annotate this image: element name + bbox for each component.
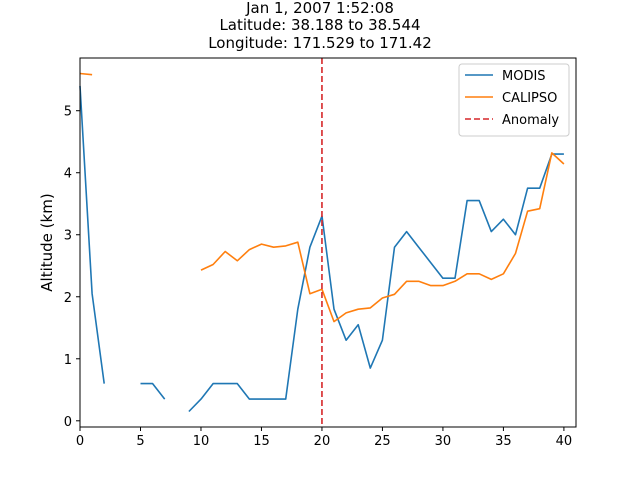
y-tick-label: 3 [64,229,72,244]
series-line-modis-segment-0 [79,85,105,384]
y-axis-label: Altitude (km) [38,193,56,291]
y-tick-label: 4 [64,167,72,182]
x-tick-label: 30 [435,434,452,449]
x-tick-label: 40 [556,434,573,449]
legend-box [458,63,570,137]
y-tick-label: 1 [64,353,72,368]
plot-area [79,58,565,427]
x-axis: 0 5 10 15 20 25 30 35 40 [76,427,572,449]
series-line-modis-segment-1 [140,382,166,400]
chart-title-line-3: Longitude: 171.529 to 171.42 [208,34,432,52]
axes-frame [79,57,577,428]
legend: MODIS CALIPSO Anomaly [458,63,570,137]
chart-title-line-2: Latitude: 38.188 to 38.544 [219,16,421,34]
legend-entry-modis-label: MODIS [502,69,546,84]
x-tick-label: 5 [136,434,144,449]
y-tick-label: 0 [64,415,72,430]
x-tick-label: 0 [76,434,84,449]
chart-title-line-1: Jan 1, 2007 1:52:08 [246,0,394,17]
y-tick-label: 2 [64,291,72,306]
legend-entry-anomaly-label: Anomaly [502,113,559,128]
series-line-modis-segment-2 [188,153,564,413]
x-tick-label: 10 [193,434,210,449]
series-line-calipso-segment-1 [200,152,565,323]
x-tick-label: 20 [314,434,331,449]
legend-entry-calipso-label: CALIPSO [502,91,557,106]
x-tick-label: 15 [253,434,270,449]
y-tick-label: 5 [64,105,72,120]
series-line-calipso-segment-0 [79,72,93,76]
x-tick-label: 35 [495,434,512,449]
y-axis: 0 1 2 3 4 5 [64,105,80,430]
x-tick-label: 25 [374,434,391,449]
